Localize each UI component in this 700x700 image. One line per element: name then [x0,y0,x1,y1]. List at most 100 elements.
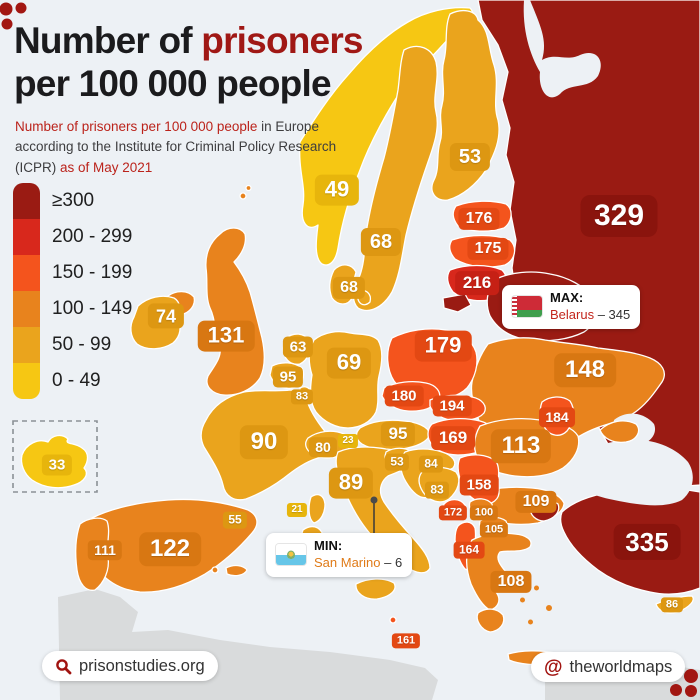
value-label-netherlands: 63 [282,336,314,358]
san-marino-flag-icon [276,544,306,566]
legend-label-0: ≥300 [52,190,95,211]
source-badge: prisonstudies.org [42,651,218,681]
color-legend: ≥300 200 - 299 150 - 199 100 - 149 50 - 99 0 … [13,183,132,399]
value-label-estonia: 176 [458,207,500,231]
value-label-liechtenstein: 23 [337,434,359,448]
title-line2: per 100 000 people [14,62,332,104]
page-title: Number of prisoners per 100 000 people [14,20,474,106]
max-callout-title: MAX: [550,290,584,305]
value-label-montenegro: 172 [438,505,468,521]
value-label-norway: 49 [314,174,360,206]
legend-label-1: 200 - 299 [52,226,133,247]
island-sicily [355,578,396,600]
country-shape-uk [205,227,266,396]
value-label-uk: 131 [197,320,255,352]
value-label-russia: 329 [580,195,658,237]
value-label-portugal: 111 [87,540,123,560]
value-label-moldova: 184 [539,407,575,427]
island-corsica [308,493,326,524]
iceland-inset-border [12,420,98,493]
value-label-bulgaria: 109 [515,490,557,514]
value-label-finland: 53 [449,143,491,171]
max-callout: MAX: Belarus – 345 [502,285,641,329]
max-callout-value: – 345 [597,306,631,322]
legend-row-0: ≥300 [13,183,132,219]
source-badge-text: prisonstudies.org [79,656,205,675]
value-label-belgium: 95 [272,366,304,388]
value-label-slovenia: 53 [384,453,410,471]
title-prefix: Number of [14,20,202,61]
search-icon [56,658,72,674]
value-label-lithuania: 216 [455,271,499,295]
credit-badge: @ theworldmaps [531,652,686,682]
region-shape-crimea [599,420,640,444]
min-callout: MIN: San Marino – 6 [266,533,413,577]
islands-shetland [239,184,252,200]
value-label-sweden: 68 [360,228,402,256]
value-label-ukraine: 148 [554,353,616,387]
legend-swatch-b100 [13,291,40,327]
value-label-switzerland: 80 [308,437,338,457]
san-marino-marker-dot [370,496,378,504]
value-label-france: 90 [239,425,289,459]
legend-row-3: 100 - 149 [13,291,132,327]
value-label-hungary: 169 [431,426,475,450]
subtitle-mid: in Europe according to the Institute for… [15,119,337,175]
value-label-turkey: 335 [613,523,681,561]
value-label-cyprus: 86 [660,597,684,613]
belarus-flag-icon [512,296,542,318]
value-label-andorra: 55 [222,511,248,529]
sea-black-sea [564,439,693,506]
value-label-iceland: 33 [41,454,73,476]
min-callout-title: MIN: [314,538,343,553]
at-icon: @ [544,656,563,678]
value-label-albania: 164 [453,541,485,559]
legend-swatch-b150 [13,255,40,291]
subtitle-red-1: Number of prisoners per 100 000 people [15,119,258,134]
max-callout-text: MAX: Belarus – 345 [550,290,630,324]
value-label-slovakia: 194 [432,395,472,417]
legend-swatch-b0 [13,363,40,399]
corner-dots-bottom-right [670,669,698,697]
value-label-malta: 161 [391,633,421,649]
value-label-austria: 95 [380,422,416,446]
region-shape-peloponnese [476,608,505,633]
value-label-spain: 122 [139,532,201,566]
legend-row-2: 150 - 199 [13,255,132,291]
value-label-north-macedonia: 105 [479,522,509,538]
legend-row-1: 200 - 299 [13,219,132,255]
value-label-czechia: 180 [384,385,424,407]
credit-badge-text: theworldmaps [569,657,673,676]
subtitle-red-2: as of May 2021 [60,159,153,175]
title-highlight: prisoners [201,20,363,61]
legend-label-3: 100 - 149 [52,298,133,319]
value-label-poland: 179 [414,330,472,362]
legend-row-5: 0 - 49 [13,363,132,399]
value-label-bosnia: 83 [424,481,450,499]
value-label-luxembourg: 83 [290,389,314,405]
value-label-romania: 113 [490,429,552,463]
legend-row-4: 50 - 99 [13,327,132,363]
value-label-latvia: 175 [467,237,509,261]
max-callout-country: Belarus [550,306,595,322]
legend-swatch-b300 [13,183,40,219]
corner-dots-top-left [0,2,27,30]
legend-label-4: 50 - 99 [52,334,112,355]
value-label-italy: 89 [328,467,374,499]
value-label-ireland: 74 [147,303,185,329]
value-label-monaco: 21 [286,503,308,517]
legend-label-2: 150 - 199 [52,262,133,283]
min-callout-value: – 6 [384,554,403,570]
legend-swatch-b200 [13,219,40,255]
sea-white-sea [523,0,601,98]
island-malta [389,616,397,624]
value-label-croatia: 84 [418,455,444,473]
legend-label-5: 0 - 49 [52,370,101,391]
value-label-serbia: 158 [459,474,499,496]
legend-swatch-b50 [13,327,40,363]
subtitle: Number of prisoners per 100 000 people i… [15,117,363,178]
min-callout-text: MIN: San Marino – 6 [314,538,402,572]
value-label-denmark: 68 [332,276,366,300]
